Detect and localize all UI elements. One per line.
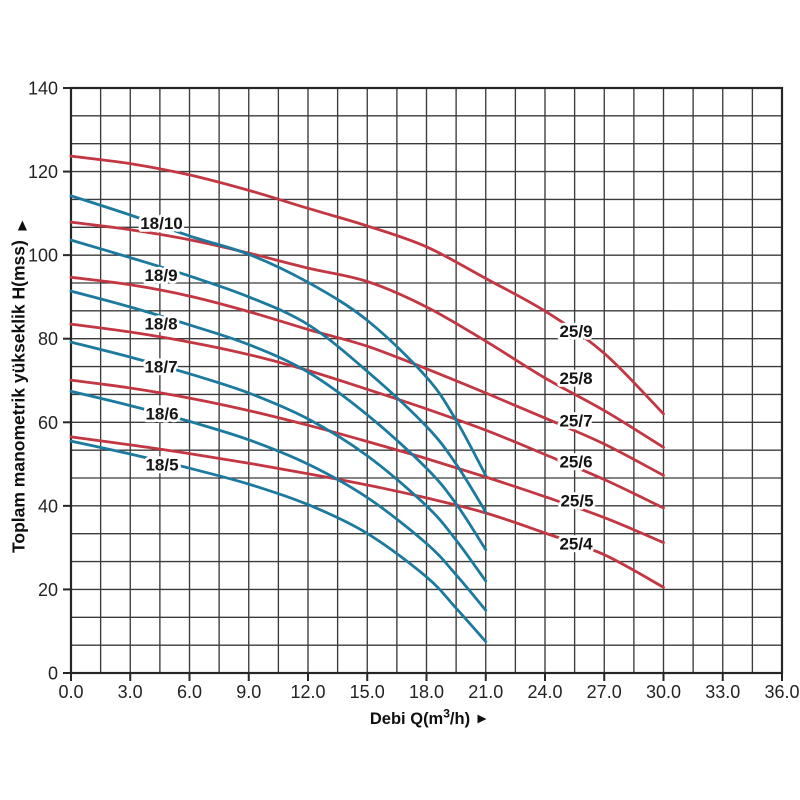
svg-text:0: 0 (48, 664, 58, 684)
svg-text:0.0: 0.0 (58, 682, 83, 702)
svg-text:24.0: 24.0 (527, 682, 562, 702)
svg-text:9.0: 9.0 (236, 682, 261, 702)
svg-text:120: 120 (28, 162, 58, 182)
svg-text:25/4: 25/4 (559, 535, 593, 554)
svg-text:18/10: 18/10 (140, 214, 183, 233)
svg-text:40: 40 (38, 496, 58, 516)
svg-text:25/8: 25/8 (559, 369, 592, 388)
svg-text:60: 60 (38, 413, 58, 433)
svg-text:18.0: 18.0 (409, 682, 444, 702)
svg-text:21.0: 21.0 (468, 682, 503, 702)
svg-text:140: 140 (28, 79, 58, 99)
svg-text:18/6: 18/6 (145, 405, 178, 424)
svg-text:25/6: 25/6 (559, 453, 592, 472)
svg-text:27.0: 27.0 (587, 682, 622, 702)
svg-text:18/9: 18/9 (144, 266, 177, 285)
svg-text:6.0: 6.0 (177, 682, 202, 702)
svg-text:18/7: 18/7 (144, 358, 177, 377)
svg-text:25/9: 25/9 (559, 322, 592, 341)
svg-text:33.0: 33.0 (705, 682, 740, 702)
svg-text:Toplam manometrik yükseklik H(: Toplam manometrik yükseklik H(mss) (9, 240, 29, 553)
svg-text:25/7: 25/7 (559, 412, 592, 431)
svg-text:3.0: 3.0 (118, 682, 143, 702)
svg-text:18/5: 18/5 (145, 456, 178, 475)
svg-text:15.0: 15.0 (350, 682, 385, 702)
svg-text:25/5: 25/5 (560, 492, 593, 511)
svg-text:18/8: 18/8 (144, 315, 177, 334)
svg-text:80: 80 (38, 329, 58, 349)
svg-text:20: 20 (38, 580, 58, 600)
svg-text:Debi Q(m3/h): Debi Q(m3/h) (370, 707, 470, 729)
svg-text:12.0: 12.0 (290, 682, 325, 702)
svg-text:100: 100 (28, 246, 58, 266)
svg-text:36.0: 36.0 (764, 682, 799, 702)
svg-text:30.0: 30.0 (646, 682, 681, 702)
